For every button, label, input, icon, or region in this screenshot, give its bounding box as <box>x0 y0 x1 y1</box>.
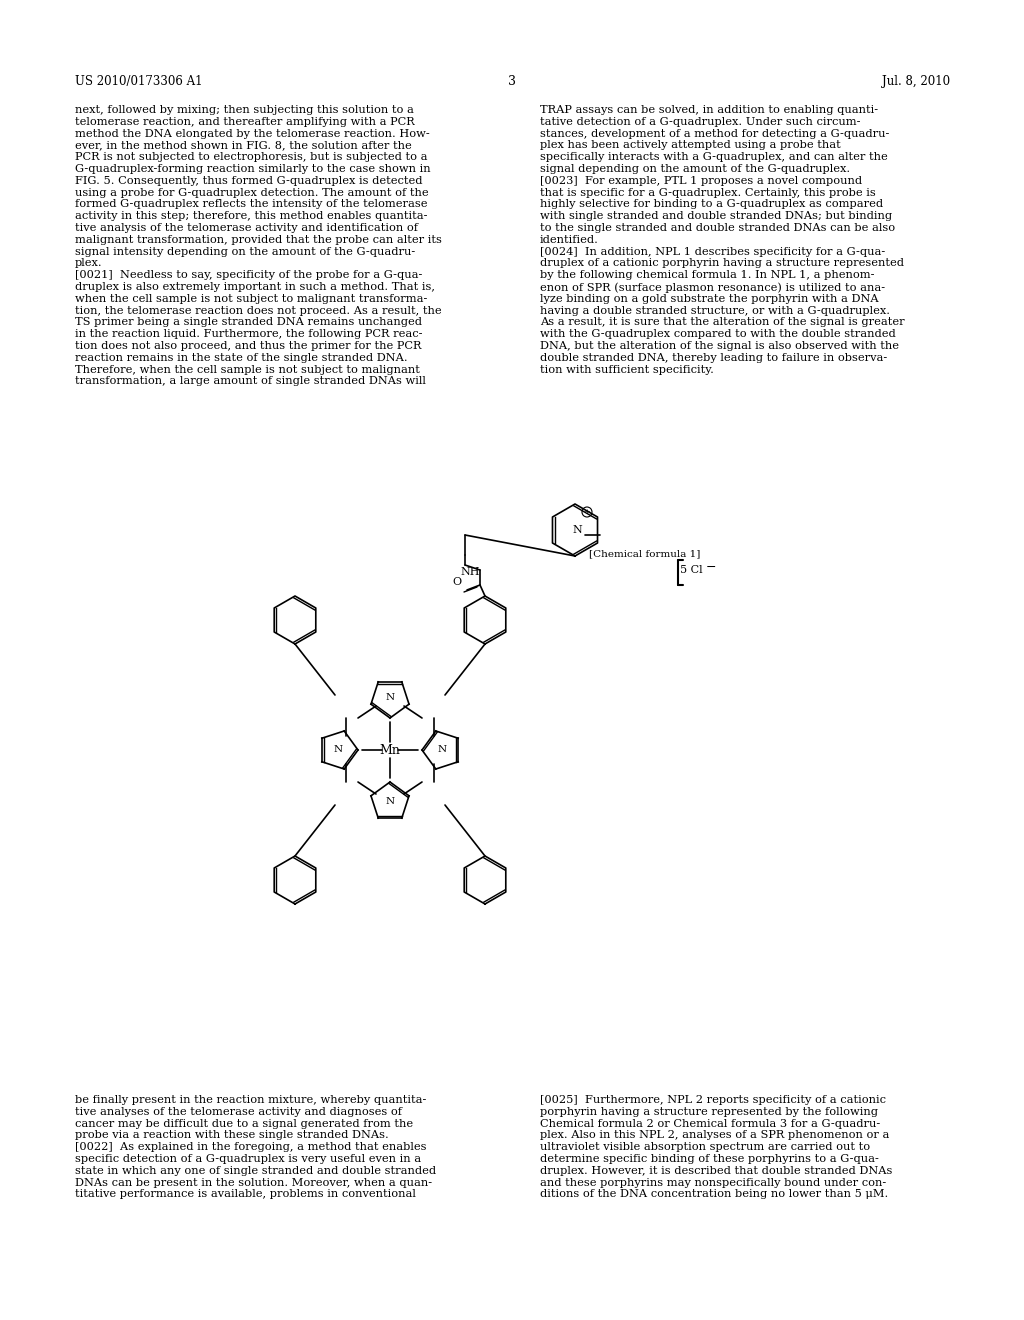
Text: porphyrin having a structure represented by the following: porphyrin having a structure represented… <box>540 1106 878 1117</box>
Text: [0023]  For example, PTL 1 proposes a novel compound: [0023] For example, PTL 1 proposes a nov… <box>540 176 862 186</box>
Text: double stranded DNA, thereby leading to failure in observa-: double stranded DNA, thereby leading to … <box>540 352 887 363</box>
Text: by the following chemical formula 1. In NPL 1, a phenom-: by the following chemical formula 1. In … <box>540 271 874 280</box>
Text: cancer may be difficult due to a signal generated from the: cancer may be difficult due to a signal … <box>75 1118 413 1129</box>
Text: NH: NH <box>460 568 480 577</box>
Text: probe via a reaction with these single stranded DNAs.: probe via a reaction with these single s… <box>75 1130 389 1140</box>
Text: transformation, a large amount of single stranded DNAs will: transformation, a large amount of single… <box>75 376 426 387</box>
Text: tion, the telomerase reaction does not proceed. As a result, the: tion, the telomerase reaction does not p… <box>75 306 441 315</box>
Text: that is specific for a G-quadruplex. Certainly, this probe is: that is specific for a G-quadruplex. Cer… <box>540 187 876 198</box>
Text: plex has been actively attempted using a probe that: plex has been actively attempted using a… <box>540 140 841 150</box>
Text: signal intensity depending on the amount of the G-quadru-: signal intensity depending on the amount… <box>75 247 416 256</box>
Text: formed G-quadruplex reflects the intensity of the telomerase: formed G-quadruplex reflects the intensi… <box>75 199 427 210</box>
Text: identified.: identified. <box>540 235 599 244</box>
Text: druplex is also extremely important in such a method. That is,: druplex is also extremely important in s… <box>75 282 435 292</box>
Text: reaction remains in the state of the single stranded DNA.: reaction remains in the state of the sin… <box>75 352 408 363</box>
Text: using a probe for G-quadruplex detection. The amount of the: using a probe for G-quadruplex detection… <box>75 187 429 198</box>
Text: specific detection of a G-quadruplex is very useful even in a: specific detection of a G-quadruplex is … <box>75 1154 421 1164</box>
Text: ditions of the DNA concentration being no lower than 5 μM.: ditions of the DNA concentration being n… <box>540 1189 888 1200</box>
Text: [0022]  As explained in the foregoing, a method that enables: [0022] As explained in the foregoing, a … <box>75 1142 427 1152</box>
Text: FIG. 5. Consequently, thus formed G-quadruplex is detected: FIG. 5. Consequently, thus formed G-quad… <box>75 176 423 186</box>
Text: [0025]  Furthermore, NPL 2 reports specificity of a cationic: [0025] Furthermore, NPL 2 reports specif… <box>540 1096 886 1105</box>
Text: DNA, but the alteration of the signal is also observed with the: DNA, but the alteration of the signal is… <box>540 341 899 351</box>
Text: Therefore, when the cell sample is not subject to malignant: Therefore, when the cell sample is not s… <box>75 364 420 375</box>
Text: tion does not also proceed, and thus the primer for the PCR: tion does not also proceed, and thus the… <box>75 341 422 351</box>
Text: N: N <box>572 525 582 535</box>
Text: highly selective for binding to a G-quadruplex as compared: highly selective for binding to a G-quad… <box>540 199 883 210</box>
Text: specifically interacts with a G-quadruplex, and can alter the: specifically interacts with a G-quadrupl… <box>540 152 888 162</box>
Text: tive analysis of the telomerase activity and identification of: tive analysis of the telomerase activity… <box>75 223 418 234</box>
Text: [0024]  In addition, NPL 1 describes specificity for a G-qua-: [0024] In addition, NPL 1 describes spec… <box>540 247 886 256</box>
Text: enon of SPR (surface plasmon resonance) is utilized to ana-: enon of SPR (surface plasmon resonance) … <box>540 282 885 293</box>
Text: to the single stranded and double stranded DNAs can be also: to the single stranded and double strand… <box>540 223 895 234</box>
Text: tative detection of a G-quadruplex. Under such circum-: tative detection of a G-quadruplex. Unde… <box>540 116 860 127</box>
Text: [Chemical formula 1]: [Chemical formula 1] <box>589 549 700 558</box>
Text: O: O <box>453 577 462 587</box>
Text: titative performance is available, problems in conventional: titative performance is available, probl… <box>75 1189 416 1200</box>
Text: signal depending on the amount of the G-quadruplex.: signal depending on the amount of the G-… <box>540 164 850 174</box>
Text: Jul. 8, 2010: Jul. 8, 2010 <box>882 75 950 88</box>
Text: 5 Cl: 5 Cl <box>680 565 702 576</box>
Text: with single stranded and double stranded DNAs; but binding: with single stranded and double stranded… <box>540 211 892 222</box>
Text: lyze binding on a gold substrate the porphyrin with a DNA: lyze binding on a gold substrate the por… <box>540 294 879 304</box>
Text: stances, development of a method for detecting a G-quadru-: stances, development of a method for det… <box>540 128 890 139</box>
Text: N: N <box>334 746 343 755</box>
Text: malignant transformation, provided that the probe can alter its: malignant transformation, provided that … <box>75 235 442 244</box>
Text: druplex. However, it is described that double stranded DNAs: druplex. However, it is described that d… <box>540 1166 892 1176</box>
Text: with the G-quadruplex compared to with the double stranded: with the G-quadruplex compared to with t… <box>540 329 896 339</box>
Text: 3: 3 <box>508 75 516 88</box>
Text: having a double stranded structure, or with a G-quadruplex.: having a double stranded structure, or w… <box>540 306 890 315</box>
Text: [0021]  Needless to say, specificity of the probe for a G-qua-: [0021] Needless to say, specificity of t… <box>75 271 422 280</box>
Text: be finally present in the reaction mixture, whereby quantita-: be finally present in the reaction mixtu… <box>75 1096 426 1105</box>
Text: TS primer being a single stranded DNA remains unchanged: TS primer being a single stranded DNA re… <box>75 317 422 327</box>
Text: druplex of a cationic porphyrin having a structure represented: druplex of a cationic porphyrin having a… <box>540 259 904 268</box>
Text: method the DNA elongated by the telomerase reaction. How-: method the DNA elongated by the telomera… <box>75 128 430 139</box>
Text: plex.: plex. <box>75 259 102 268</box>
Text: As a result, it is sure that the alteration of the signal is greater: As a result, it is sure that the alterat… <box>540 317 904 327</box>
Text: state in which any one of single stranded and double stranded: state in which any one of single strande… <box>75 1166 436 1176</box>
Text: N: N <box>385 797 394 807</box>
Text: ever, in the method shown in FIG. 8, the solution after the: ever, in the method shown in FIG. 8, the… <box>75 140 412 150</box>
Text: US 2010/0173306 A1: US 2010/0173306 A1 <box>75 75 203 88</box>
Text: +: + <box>584 508 591 516</box>
Text: Chemical formula 2 or Chemical formula 3 for a G-quadru-: Chemical formula 2 or Chemical formula 3… <box>540 1118 881 1129</box>
Text: −: − <box>706 561 717 573</box>
Text: plex. Also in this NPL 2, analyses of a SPR phenomenon or a: plex. Also in this NPL 2, analyses of a … <box>540 1130 890 1140</box>
Text: ultraviolet visible absorption spectrum are carried out to: ultraviolet visible absorption spectrum … <box>540 1142 870 1152</box>
Text: and these porphyrins may nonspecifically bound under con-: and these porphyrins may nonspecifically… <box>540 1177 886 1188</box>
Text: when the cell sample is not subject to malignant transforma-: when the cell sample is not subject to m… <box>75 294 427 304</box>
Text: tion with sufficient specificity.: tion with sufficient specificity. <box>540 364 714 375</box>
Text: N: N <box>385 693 394 702</box>
Text: next, followed by mixing; then subjecting this solution to a: next, followed by mixing; then subjectin… <box>75 106 414 115</box>
Text: G-quadruplex-forming reaction similarly to the case shown in: G-quadruplex-forming reaction similarly … <box>75 164 431 174</box>
Text: Mn: Mn <box>380 743 400 756</box>
Text: activity in this step; therefore, this method enables quantita-: activity in this step; therefore, this m… <box>75 211 427 222</box>
Text: telomerase reaction, and thereafter amplifying with a PCR: telomerase reaction, and thereafter ampl… <box>75 116 415 127</box>
Text: DNAs can be present in the solution. Moreover, when a quan-: DNAs can be present in the solution. Mor… <box>75 1177 432 1188</box>
Text: in the reaction liquid. Furthermore, the following PCR reac-: in the reaction liquid. Furthermore, the… <box>75 329 423 339</box>
Text: TRAP assays can be solved, in addition to enabling quanti-: TRAP assays can be solved, in addition t… <box>540 106 879 115</box>
Text: tive analyses of the telomerase activity and diagnoses of: tive analyses of the telomerase activity… <box>75 1106 402 1117</box>
Text: determine specific binding of these porphyrins to a G-qua-: determine specific binding of these porp… <box>540 1154 879 1164</box>
Text: N: N <box>437 746 446 755</box>
Text: PCR is not subjected to electrophoresis, but is subjected to a: PCR is not subjected to electrophoresis,… <box>75 152 427 162</box>
